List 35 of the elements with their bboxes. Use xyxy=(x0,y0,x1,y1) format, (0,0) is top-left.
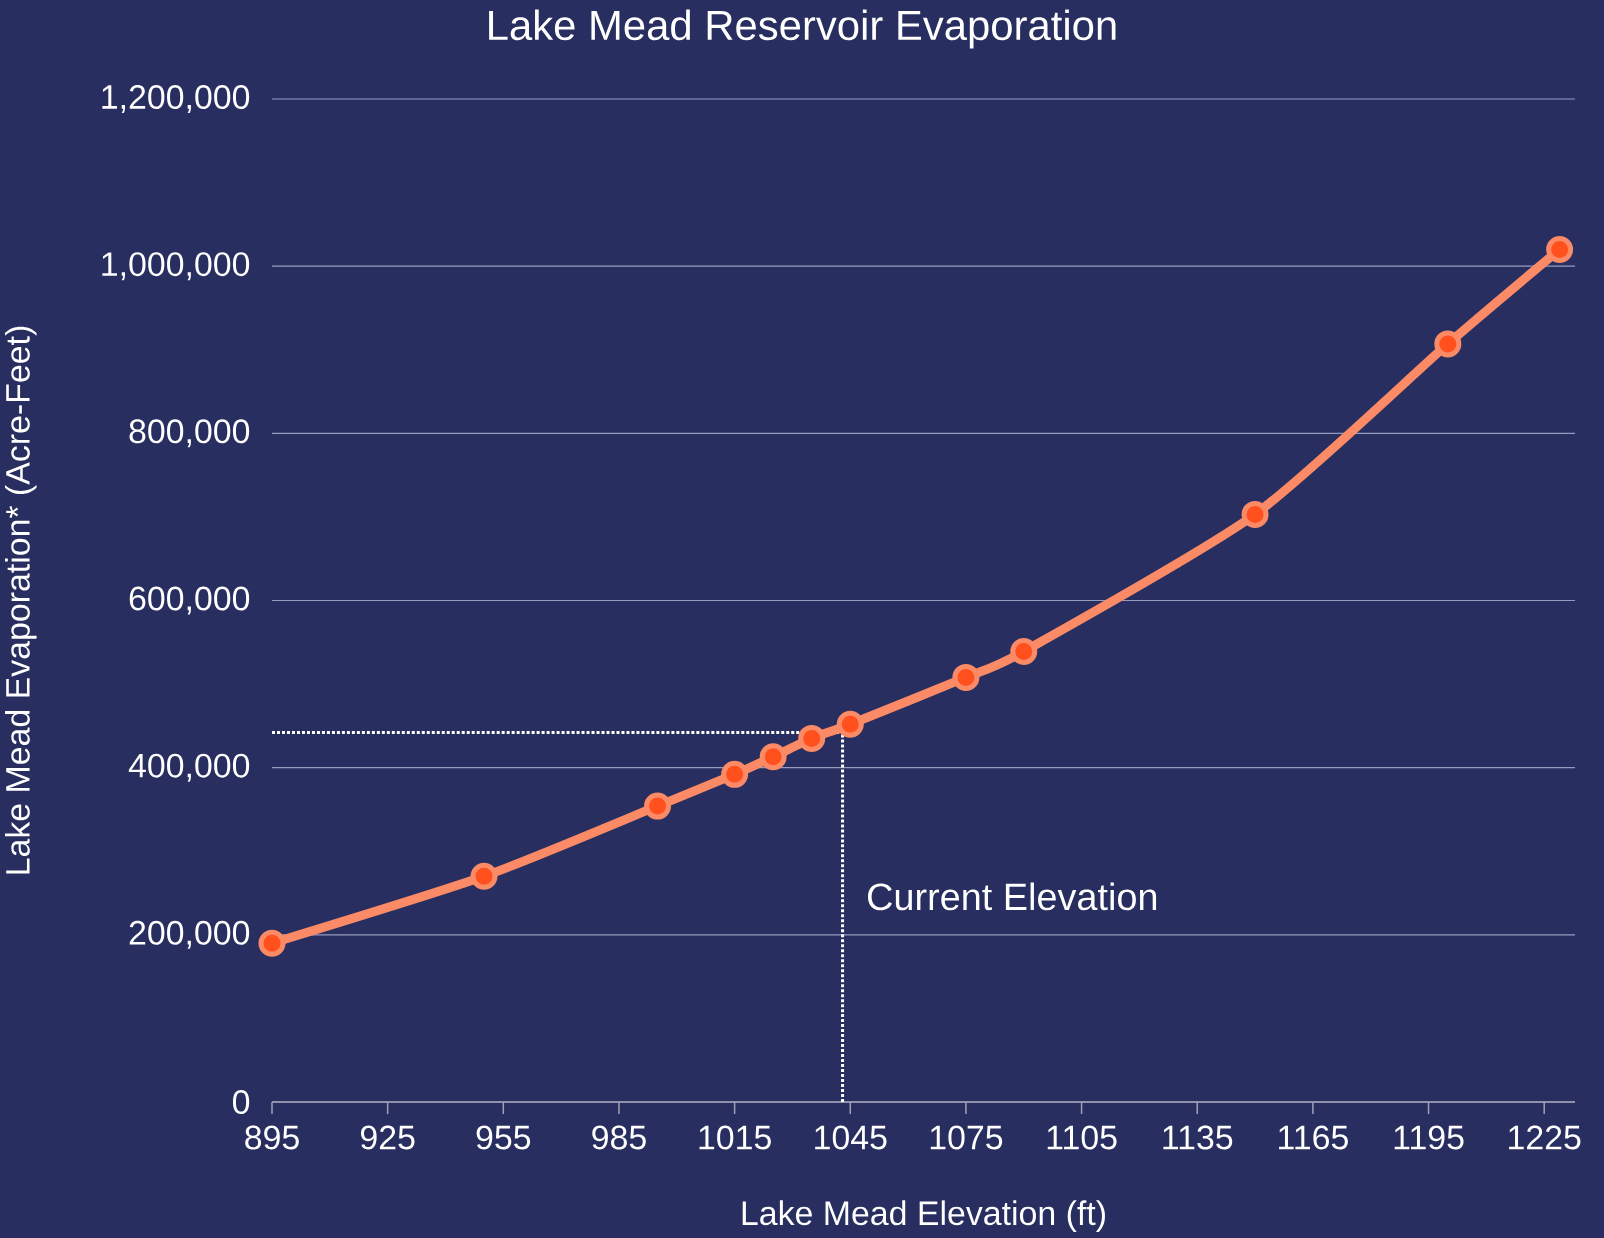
point xyxy=(1434,330,1462,358)
ref-line-label: Current Elevation xyxy=(868,882,1157,911)
point xyxy=(258,929,286,957)
x-axis-title: Lake Mead Elevation (ft) xyxy=(742,1200,1105,1232)
y-tick-label: 400,000 xyxy=(128,753,250,782)
x-tick-label: 925 xyxy=(361,1125,415,1150)
point xyxy=(798,724,826,752)
x-tick-label: 895 xyxy=(245,1125,299,1150)
x-tick-label: 1045 xyxy=(815,1125,887,1150)
y-tick-label: 800,000 xyxy=(129,419,250,448)
point xyxy=(1241,500,1269,528)
y-tick-label: 1,200,000 xyxy=(102,84,250,113)
y-axis-title: Lake Mead Evaporation* (Acre-Feet) xyxy=(4,326,37,874)
x-tick-label: 1135 xyxy=(1163,1125,1233,1150)
point xyxy=(952,663,980,691)
chart-title: Lake Mead Reservoir Evaporation xyxy=(489,9,1116,49)
x-tick-label: 1075 xyxy=(930,1125,1003,1150)
point xyxy=(1010,637,1038,665)
y-tick-label: 600,000 xyxy=(129,586,250,615)
x-tick-label: 955 xyxy=(476,1125,531,1150)
point xyxy=(721,760,749,788)
point xyxy=(470,862,498,890)
x-tick-label: 1165 xyxy=(1279,1125,1348,1150)
x-tick-label: 1195 xyxy=(1394,1125,1464,1150)
y-tick-label: 0 xyxy=(232,1090,250,1114)
x-tick-label: 1105 xyxy=(1047,1125,1117,1150)
point xyxy=(759,743,787,771)
y-tick-label: 1,000,000 xyxy=(102,252,250,281)
x-tick-label: 1015 xyxy=(699,1125,771,1150)
y-tick-label: 200,000 xyxy=(129,920,250,949)
point xyxy=(836,710,864,738)
x-tick-label: 1225 xyxy=(1509,1125,1581,1150)
point xyxy=(644,792,672,820)
x-tick-label: 985 xyxy=(592,1125,646,1150)
point xyxy=(1546,235,1574,263)
